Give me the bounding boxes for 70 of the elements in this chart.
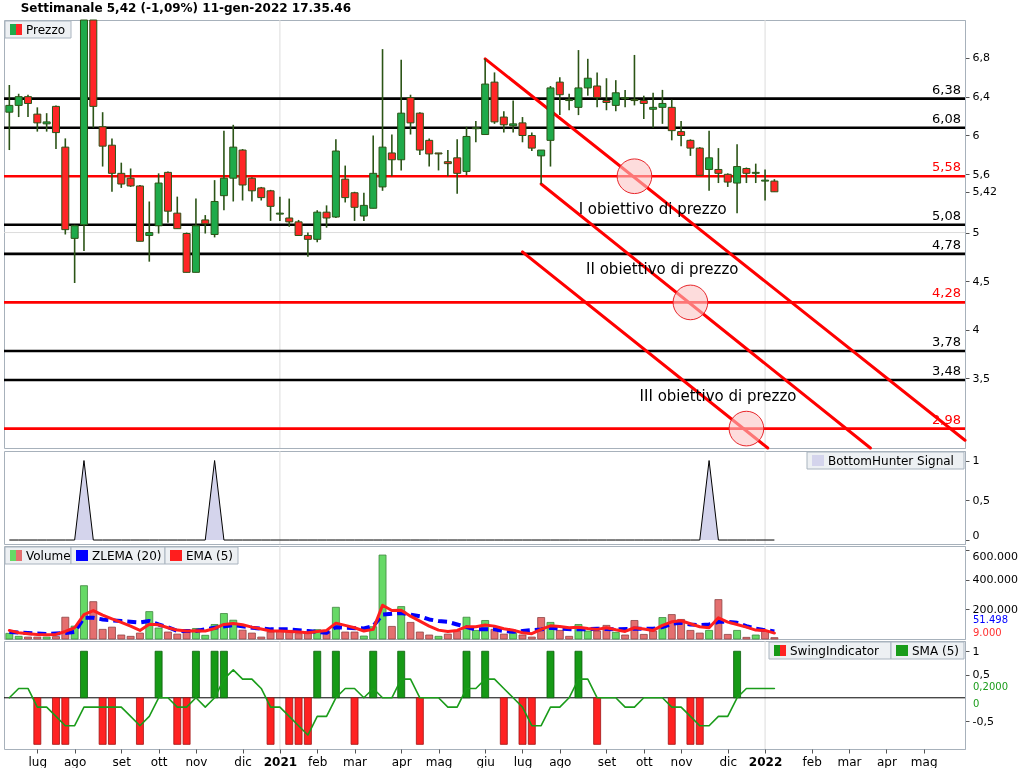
x-tick-label: lug (513, 754, 533, 768)
x-tick-label: 2021 (263, 754, 298, 768)
y-tick-label: 4,5 (972, 274, 990, 288)
y-tick-label: 6,8 (972, 51, 990, 65)
x-tick-label: ago (63, 754, 87, 768)
legend-label: ZLEMA (20) (92, 549, 162, 563)
legend-label: BottomHunter Signal (828, 454, 954, 468)
legend-label: SMA (5) (912, 644, 959, 658)
y-tick-label: 5,6 (972, 167, 990, 181)
y-tick-label: 0 (972, 528, 980, 542)
point (616, 158, 653, 195)
x-tick-label: mag (425, 754, 453, 768)
y-tick-label: 1 (972, 644, 980, 658)
x-tick-label: apr (391, 754, 412, 768)
y-tick-label: 1 (972, 454, 980, 468)
ref-line-label: 4,28 (932, 285, 961, 301)
y-tick-label: 5 (972, 226, 980, 240)
y-tick-label: -0,5 (972, 714, 994, 728)
x-tick-label: nov (185, 754, 208, 768)
y-tick-label: 6,4 (972, 90, 990, 104)
point (672, 284, 709, 321)
ref-line-label: 3,78 (932, 333, 961, 349)
y-tick-label: 3,5 (972, 371, 990, 385)
x-tick-label: ott (635, 754, 653, 768)
x-tick-label: ago (549, 754, 572, 768)
ref-line-label: 5,58 (932, 159, 961, 175)
x-tick-label: ott (150, 754, 168, 768)
x-tick-label: apr (876, 754, 897, 768)
text: 0,2000 (973, 680, 1008, 692)
candlestick (537, 149, 546, 185)
y-tick-label: 400.000 (972, 573, 1018, 587)
legend-label: Prezzo (26, 23, 66, 37)
x-tick-label: mar (837, 754, 862, 768)
x-tick-label: lug (28, 754, 48, 768)
x-tick-label: 2022 (748, 754, 783, 768)
legend-label: Volume (26, 549, 71, 563)
legend-label: EMA (5) (186, 549, 233, 563)
x-tick-label: feb (802, 754, 822, 768)
y-tick-label: 600.000 (972, 549, 1018, 563)
ref-line-label: 5,08 (932, 207, 961, 223)
text: 51.498 (973, 614, 1008, 626)
x-tick-label: set (112, 754, 132, 768)
y-tick-label: 4 (972, 323, 980, 337)
x-tick-label: nov (670, 754, 693, 768)
x-tick-label: feb (308, 754, 328, 768)
text: 9.000 (973, 626, 1002, 638)
candlestick (275, 195, 284, 222)
candlestick (677, 120, 686, 147)
candlestick (5, 84, 14, 151)
y-tick-label: 200.000 (972, 602, 1018, 616)
candlestick (173, 195, 182, 230)
chart-title: Settimanale 5,42 (-1,09%) 11-gen-2022 17.35.46 (20, 1, 352, 16)
point (728, 410, 765, 447)
x-tick-label: dic (719, 754, 738, 768)
y-tick-label: 5,42 (972, 185, 997, 199)
x-tick-label: dic (234, 754, 252, 768)
legend-label: SwingIndicator (790, 644, 880, 658)
candlestick (33, 106, 42, 133)
annotation: I obiettivo di prezzo (578, 200, 727, 219)
x-tick-label: mar (343, 754, 368, 768)
y-tick-label: 6 (972, 128, 980, 142)
x-tick-label: mag (910, 754, 938, 768)
x-tick-label: giu (476, 754, 495, 768)
x-tick-label: set (597, 754, 617, 768)
ref-line-label: 3,48 (932, 363, 961, 379)
y-tick-label: 0,5 (972, 493, 990, 507)
y-tick-label: 0,5 (972, 668, 990, 682)
ref-line-label: 6,38 (932, 81, 961, 97)
ref-line-label: 6,08 (932, 110, 961, 126)
ref-line-label: 4,78 (932, 236, 961, 252)
